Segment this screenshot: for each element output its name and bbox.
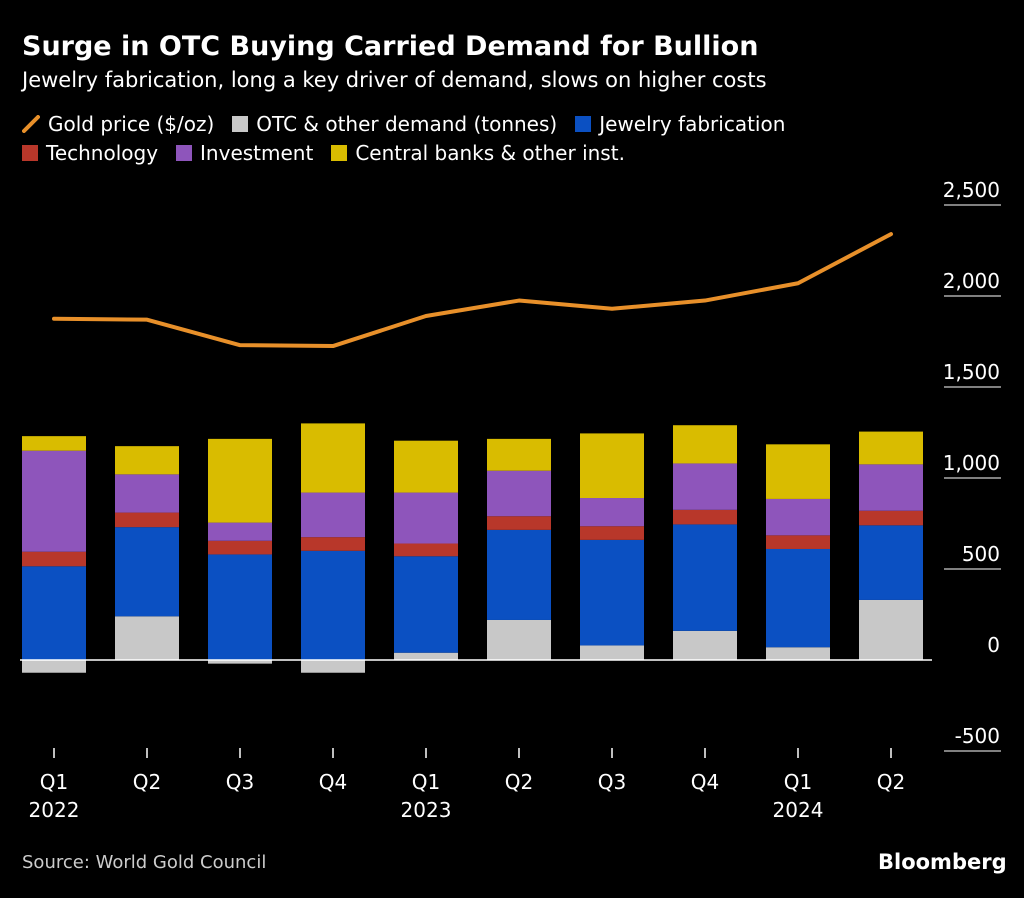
- bar-segment: [580, 498, 644, 527]
- y-tick-label: 500: [962, 542, 1000, 566]
- bar-segment: [208, 438, 272, 523]
- x-tick-label: Q2: [877, 770, 905, 794]
- legend-item-investment: Investment: [176, 141, 313, 165]
- x-year-label: 2022: [29, 798, 80, 822]
- bar-segment: [859, 510, 923, 526]
- bar-segment: [22, 660, 86, 673]
- legend-label-jewelry: Jewelry fabrication: [599, 112, 786, 136]
- bar-segment: [208, 522, 272, 541]
- legend-swatch-technology: [22, 145, 38, 161]
- legend-swatch-central-banks: [331, 145, 348, 161]
- legend-item-central-banks: Central banks & other inst.: [331, 141, 625, 165]
- bar-segment: [394, 440, 458, 493]
- y-tick-label: 2,500: [943, 178, 1000, 202]
- x-tick-label: Q2: [505, 770, 533, 794]
- legend-label-gold-price: Gold price ($/oz): [48, 112, 215, 136]
- bar-segment: [115, 474, 179, 513]
- bar-segment: [580, 526, 644, 540]
- legend-label-investment: Investment: [200, 141, 314, 165]
- legend-label-otc: OTC & other demand (tonnes): [256, 112, 558, 136]
- bar-segment: [673, 509, 737, 525]
- bloomberg-logo: Bloomberg: [878, 850, 1007, 874]
- bar-segment: [301, 423, 365, 493]
- legend-swatch-otc: [232, 116, 249, 132]
- x-year-label: 2024: [773, 798, 824, 822]
- x-tick-label: Q2: [133, 770, 161, 794]
- bar-segment: [301, 660, 365, 673]
- bar-segment: [115, 616, 179, 660]
- bar-segment: [394, 492, 458, 544]
- bar-segment: [301, 550, 365, 660]
- bar-segment: [580, 645, 644, 660]
- bar-segment: [766, 535, 830, 549]
- bar-segment: [766, 498, 830, 536]
- bar-segment: [673, 524, 737, 631]
- legend-swatch-investment: [176, 145, 193, 161]
- bar-segment: [22, 450, 86, 552]
- legend-row-2: Technology Investment Central banks & ot…: [22, 141, 643, 165]
- x-tick-label: Q4: [691, 770, 719, 794]
- y-tick-label: 1,500: [943, 360, 1000, 384]
- legend-line-swatch: [22, 115, 40, 133]
- x-tick-label: Q1: [40, 770, 68, 794]
- bar-segment: [580, 433, 644, 499]
- bar-segment: [673, 463, 737, 510]
- y-tick-label: 0: [987, 633, 1000, 657]
- x-tick-label: Q4: [319, 770, 347, 794]
- legend-label-technology: Technology: [46, 141, 159, 165]
- bar-segment: [859, 525, 923, 600]
- x-tick-label: Q1: [784, 770, 812, 794]
- bar-segment: [394, 556, 458, 653]
- bar-segment: [394, 652, 458, 660]
- bar-segment: [487, 516, 551, 530]
- bar-segment: [487, 619, 551, 660]
- bar-segment: [766, 647, 830, 660]
- legend-item-jewelry: Jewelry fabrication: [575, 112, 785, 136]
- legend-swatch-jewelry: [575, 116, 592, 132]
- y-tick-label: 1,000: [943, 451, 1000, 475]
- x-year-label: 2023: [401, 798, 452, 822]
- gold-price-line: [52, 232, 893, 349]
- bar-segment: [673, 630, 737, 660]
- bar-segment: [766, 444, 830, 499]
- bar-segment: [487, 529, 551, 620]
- bar-segment: [22, 551, 86, 567]
- x-tick-label: Q3: [226, 770, 254, 794]
- bar-segment: [859, 599, 923, 660]
- bar-segment: [859, 464, 923, 511]
- bar-segment: [115, 527, 179, 617]
- bar-segment: [859, 431, 923, 465]
- y-tick-label: 2,000: [943, 269, 1000, 293]
- chart-subtitle: Jewelry fabrication, long a key driver o…: [22, 68, 767, 92]
- bar-segment: [301, 492, 365, 538]
- x-tick-label: Q1: [412, 770, 440, 794]
- bar-segment: [487, 438, 551, 471]
- x-tick-label: Q3: [598, 770, 626, 794]
- bar-segment: [208, 540, 272, 555]
- legend-row-1: Gold price ($/oz) OTC & other demand (to…: [22, 112, 803, 136]
- bar-segment: [208, 660, 272, 664]
- legend-item-technology: Technology: [22, 141, 158, 165]
- chart-title: Surge in OTC Buying Carried Demand for B…: [22, 31, 759, 62]
- bar-segment: [394, 543, 458, 557]
- legend-label-central-banks: Central banks & other inst.: [355, 141, 625, 165]
- bar-segment: [580, 539, 644, 646]
- bar-segment: [115, 446, 179, 475]
- bar-segment: [22, 566, 86, 660]
- legend-item-otc: OTC & other demand (tonnes): [232, 112, 557, 136]
- bar-segment: [115, 512, 179, 528]
- y-tick-label: -500: [955, 724, 1000, 748]
- bar-segment: [766, 548, 830, 648]
- bar-segment: [673, 425, 737, 464]
- source-note: Source: World Gold Council: [22, 852, 267, 873]
- bar-segment: [208, 554, 272, 660]
- bar-segment: [487, 470, 551, 517]
- bar-segment: [22, 436, 86, 451]
- bar-segment: [301, 537, 365, 551]
- legend-item-gold-price: Gold price ($/oz): [22, 112, 214, 136]
